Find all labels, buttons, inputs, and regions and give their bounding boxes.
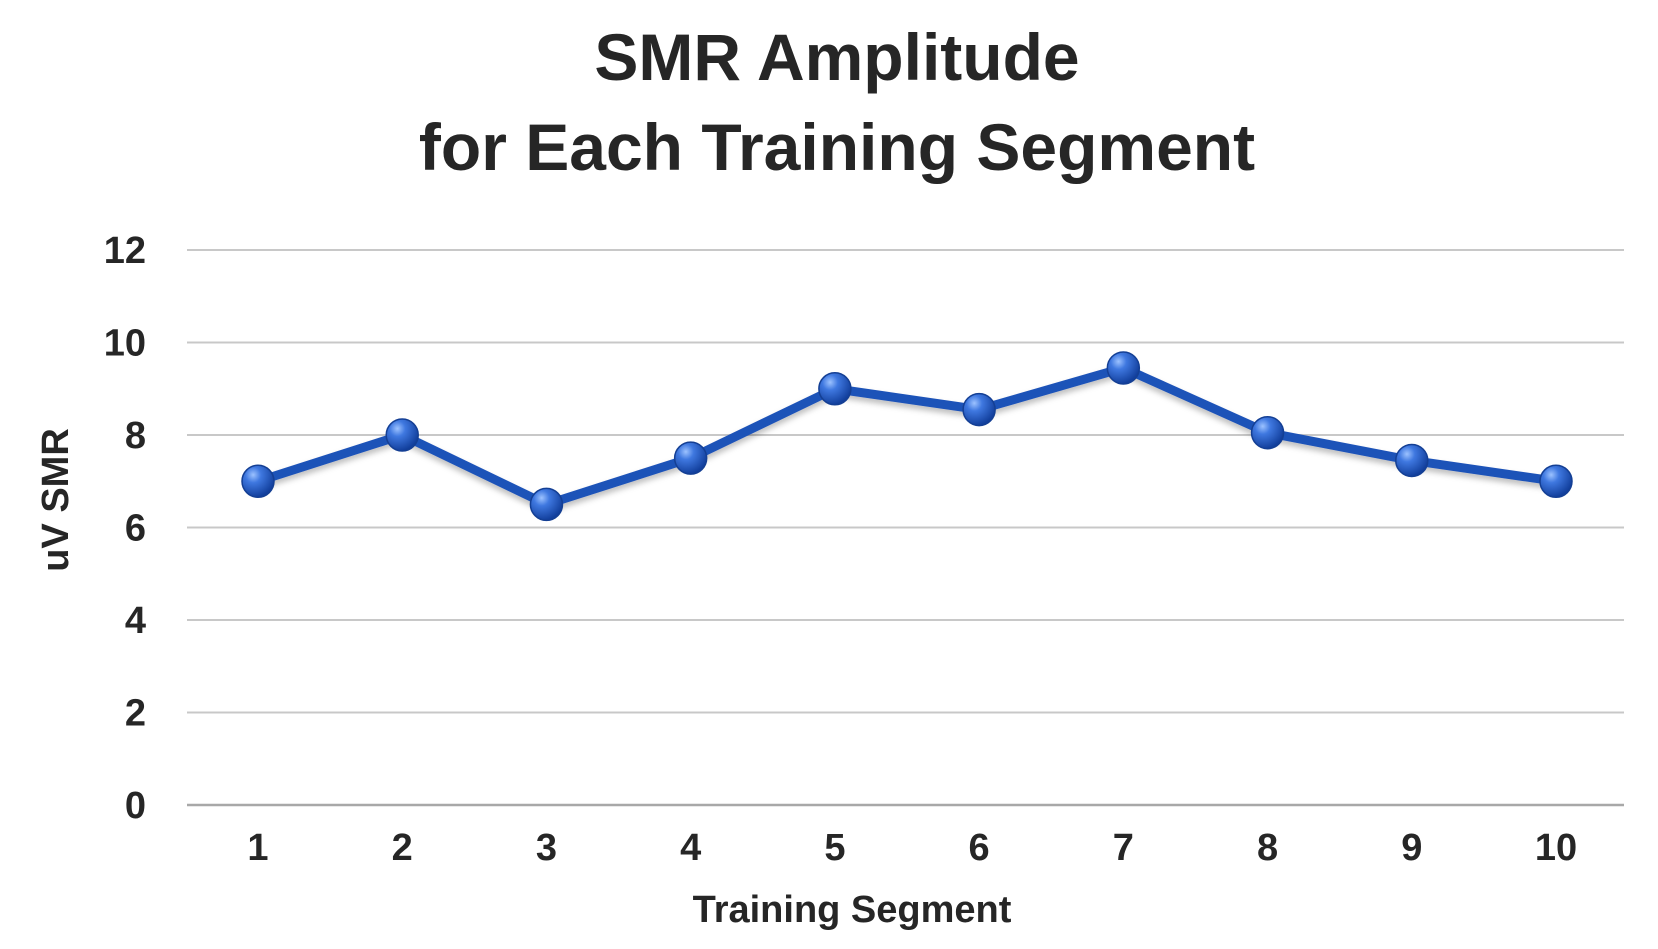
x-tick-label: 7 <box>1113 827 1134 869</box>
data-point <box>1539 464 1573 498</box>
gridlines <box>187 249 1624 807</box>
series-line <box>253 363 1561 509</box>
chart-title-line-2: for Each Training Segment <box>419 110 1255 184</box>
x-tick-label: 8 <box>1257 827 1278 869</box>
data-point <box>529 487 564 522</box>
data-point <box>241 464 275 498</box>
data-point <box>1106 351 1141 385</box>
x-tick-label: 9 <box>1401 827 1422 869</box>
data-point <box>818 372 852 406</box>
x-tick-label: 10 <box>1535 827 1577 869</box>
y-tick-label: 6 <box>125 508 146 550</box>
y-tick-label: 2 <box>125 693 146 735</box>
y-axis-label: uV SMR <box>35 428 77 572</box>
x-axis-ticks: 1 2 3 4 5 6 7 8 9 10 <box>247 827 1577 869</box>
y-tick-label: 4 <box>125 600 146 642</box>
data-point <box>385 418 419 452</box>
y-tick-label: 0 <box>125 785 146 827</box>
x-tick-label: 1 <box>247 827 268 869</box>
x-tick-label: 6 <box>969 827 990 869</box>
x-tick-label: 4 <box>680 827 701 869</box>
y-tick-label: 12 <box>104 230 146 272</box>
y-tick-label: 8 <box>125 415 146 457</box>
data-point <box>1395 443 1429 478</box>
y-tick-label: 10 <box>104 323 146 365</box>
x-axis-label: Training Segment <box>693 889 1012 931</box>
data-point <box>1250 415 1285 450</box>
x-tick-label: 3 <box>536 827 557 869</box>
x-tick-label: 5 <box>824 827 845 869</box>
chart-title-line-1: SMR Amplitude <box>594 20 1079 94</box>
y-axis-ticks: 0 2 4 6 8 10 12 <box>104 230 146 827</box>
x-tick-label: 2 <box>392 827 413 869</box>
data-point <box>962 392 996 427</box>
series-smr <box>241 351 1573 522</box>
data-point <box>673 441 708 475</box>
